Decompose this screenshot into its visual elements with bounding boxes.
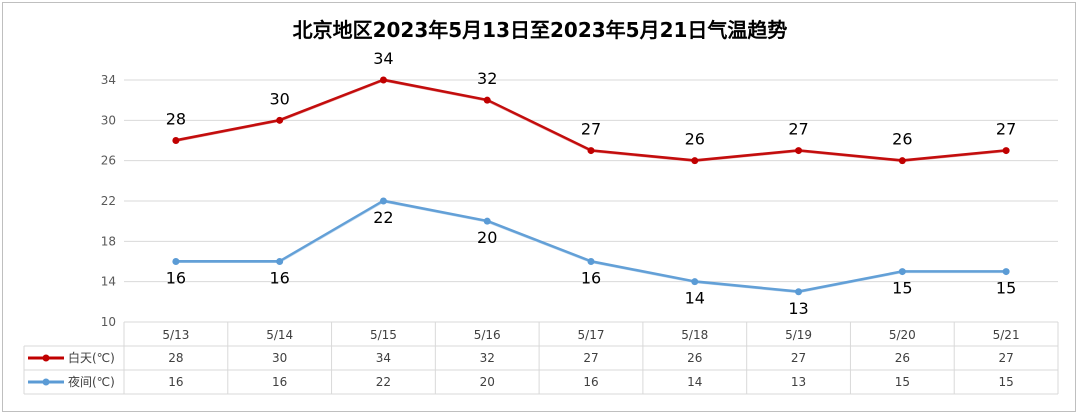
data-point xyxy=(483,217,491,225)
data-point xyxy=(898,157,906,165)
data-point xyxy=(276,258,284,265)
data-label: 16 xyxy=(269,269,289,288)
y-tick-label: 14 xyxy=(101,275,116,289)
x-tick-label: 5/21 xyxy=(993,328,1020,342)
data-point xyxy=(1002,147,1010,155)
data-label: 27 xyxy=(996,120,1016,139)
data-label: 13 xyxy=(788,299,808,318)
data-point xyxy=(898,268,906,276)
table-cell: 16 xyxy=(168,375,183,389)
x-tick-label: 5/15 xyxy=(370,328,397,342)
data-label: 27 xyxy=(581,120,601,139)
table-cell: 30 xyxy=(272,351,287,365)
data-label: 26 xyxy=(892,130,912,149)
x-tick-label: 5/13 xyxy=(162,328,189,342)
table-cell: 16 xyxy=(583,375,598,389)
data-point xyxy=(587,258,595,265)
data-labels: 28 30 34 32 27 26 27 26 27 16 16 22 20 16 14 13 15 15 xyxy=(166,49,1017,318)
data-label: 15 xyxy=(892,279,912,298)
data-label: 26 xyxy=(685,130,705,149)
data-label: 15 xyxy=(996,279,1016,298)
chart-title: 北京地区2023年5月13日至2023年5月21日气温趋势 xyxy=(292,18,788,42)
legend-entry: 白天(℃) xyxy=(68,350,115,365)
data-point xyxy=(379,197,387,205)
y-axis-tick-labels: 10 14 18 22 26 30 34 xyxy=(101,73,116,329)
table-cell: 14 xyxy=(687,375,702,389)
table-cell: 22 xyxy=(376,375,391,389)
data-point xyxy=(1002,268,1010,276)
table-cell: 28 xyxy=(168,351,183,365)
data-point xyxy=(379,76,387,84)
table-cell: 16 xyxy=(272,375,287,389)
legend-key-marker xyxy=(42,378,50,386)
y-tick-label: 18 xyxy=(101,234,116,248)
table-cell: 15 xyxy=(998,375,1013,389)
x-tick-label: 5/14 xyxy=(266,328,293,342)
data-label: 16 xyxy=(581,269,601,288)
data-point xyxy=(172,258,180,265)
data-point xyxy=(691,157,699,165)
data-label: 14 xyxy=(685,289,705,308)
y-tick-label: 10 xyxy=(101,315,116,329)
data-point xyxy=(172,137,180,144)
series-lines xyxy=(172,76,1010,296)
x-tick-label: 5/17 xyxy=(578,328,605,342)
data-label: 32 xyxy=(477,69,497,88)
table-cell: 15 xyxy=(895,375,910,389)
x-tick-label: 5/18 xyxy=(681,328,708,342)
data-point xyxy=(587,147,595,155)
table-cell: 20 xyxy=(480,375,495,389)
data-label: 16 xyxy=(166,269,186,288)
y-tick-label: 30 xyxy=(101,113,116,127)
y-tick-label: 22 xyxy=(101,194,116,208)
data-label: 27 xyxy=(788,120,808,139)
data-label: 22 xyxy=(373,208,393,227)
x-tick-label: 5/19 xyxy=(785,328,812,342)
data-table: 5/13 5/14 5/15 5/16 5/17 5/18 5/19 5/20 5/21 白天(℃… xyxy=(23,321,1059,395)
y-tick-label: 34 xyxy=(101,73,116,87)
data-point xyxy=(276,116,284,124)
data-point xyxy=(483,96,491,104)
table-cell: 32 xyxy=(480,351,495,365)
table-cell: 26 xyxy=(687,351,702,365)
table-cell: 27 xyxy=(998,351,1013,365)
data-label: 20 xyxy=(477,228,497,247)
data-label: 34 xyxy=(373,49,393,68)
y-tick-label: 26 xyxy=(101,154,116,168)
table-cell: 27 xyxy=(583,351,598,365)
data-point xyxy=(795,147,803,155)
table-cell: 26 xyxy=(895,351,910,365)
x-tick-label: 5/20 xyxy=(889,328,916,342)
table-cell: 13 xyxy=(791,375,806,389)
table-cell: 27 xyxy=(791,351,806,365)
legend-key-marker xyxy=(42,354,50,362)
data-label: 30 xyxy=(269,89,289,108)
legend-entry: 夜间(℃) xyxy=(68,374,115,389)
x-tick-label: 5/16 xyxy=(474,328,501,342)
data-point xyxy=(795,288,803,296)
data-point xyxy=(691,278,699,286)
data-label: 28 xyxy=(166,110,186,129)
table-cell: 34 xyxy=(376,351,391,365)
